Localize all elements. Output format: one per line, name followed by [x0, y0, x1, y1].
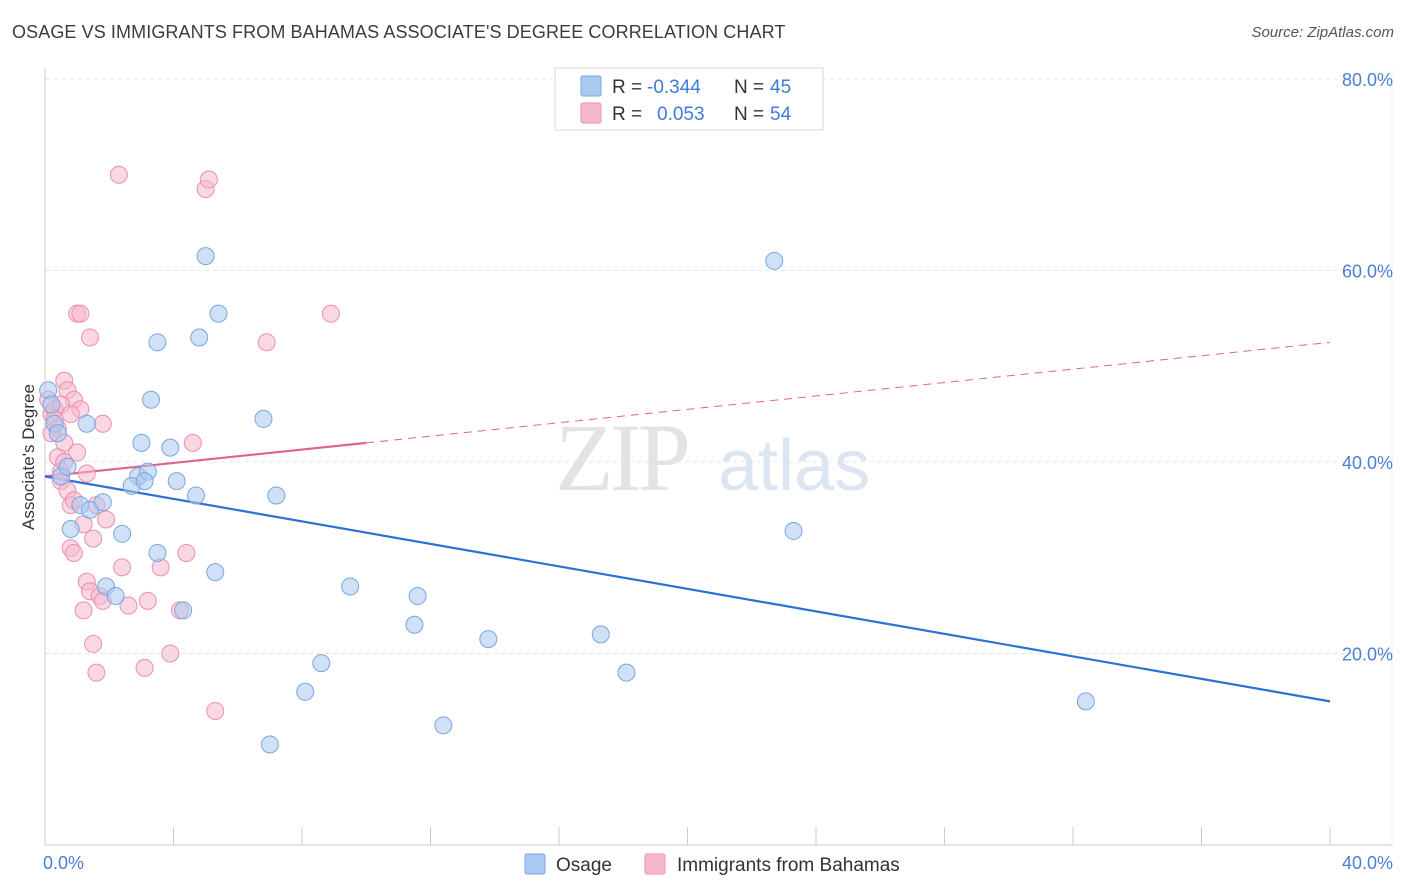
osage-point	[61, 520, 80, 539]
bahamas-point	[183, 433, 202, 452]
y-tick-labels: 20.0% 40.0% 60.0% 80.0%	[1342, 70, 1393, 665]
bahamas-point	[113, 558, 132, 577]
bahamas-point	[97, 510, 116, 529]
osage-point	[405, 615, 424, 634]
bahamas-point	[84, 529, 103, 548]
bahamas-point	[109, 165, 128, 184]
bahamas-point	[321, 304, 340, 323]
osage-point	[254, 409, 273, 428]
legend-r-value-bahamas: 0.053	[657, 104, 705, 125]
osage-point	[135, 472, 154, 491]
legend-n-label-osage: N =	[734, 77, 764, 98]
osage-point	[206, 563, 225, 582]
osage-point	[42, 395, 61, 414]
osage-point	[196, 247, 215, 266]
osage-point	[209, 304, 228, 323]
osage-point	[765, 251, 784, 270]
osage-point	[479, 630, 498, 649]
bahamas-point	[161, 644, 180, 663]
x-tick-label: 0.0%	[43, 853, 84, 873]
legend-swatch-bahamas	[580, 102, 602, 124]
osage-point	[312, 654, 331, 673]
osage-point	[113, 524, 132, 543]
y-tick-label: 80.0%	[1342, 70, 1393, 90]
legend-r-label-bahamas: R =	[612, 104, 642, 125]
osage-point	[186, 486, 205, 505]
osage-point	[784, 521, 803, 540]
osage-points	[39, 247, 1095, 754]
bottom-legend-swatch-osage	[524, 853, 546, 875]
legend-box: R = -0.344 N = 45 R = 0.053 N = 54	[554, 67, 824, 131]
bahamas-point	[80, 328, 99, 347]
osage-point	[106, 587, 125, 606]
bahamas-trend-line-solid	[44, 441, 367, 478]
osage-point	[93, 493, 112, 512]
legend-swatch-osage	[580, 75, 602, 97]
osage-point	[408, 587, 427, 606]
bahamas-point	[138, 591, 157, 610]
x-tick-label: 40.0%	[1342, 853, 1393, 873]
osage-trend-line-solid	[44, 475, 1331, 703]
bottom-legend: Osage Immigrants from Bahamas	[524, 853, 900, 876]
bahamas-point	[206, 701, 225, 720]
bahamas-trend-line-dashed	[366, 341, 1331, 444]
legend-r-label-osage: R =	[612, 77, 642, 98]
legend-n-value-bahamas: 54	[770, 104, 792, 125]
legend-n-label-bahamas: N =	[734, 104, 764, 125]
osage-point	[167, 472, 186, 491]
osage-point	[1076, 692, 1095, 711]
osage-point	[132, 433, 151, 452]
osage-point	[148, 333, 167, 352]
svg-text:atlas: atlas	[718, 426, 870, 506]
bahamas-point	[84, 634, 103, 653]
osage-point	[617, 663, 636, 682]
svg-text:ZIP: ZIP	[555, 404, 688, 511]
y-tick-label: 40.0%	[1342, 453, 1393, 473]
osage-point	[77, 414, 96, 433]
chart-title: OSAGE VS IMMIGRANTS FROM BAHAMAS ASSOCIA…	[12, 22, 786, 42]
osage-point	[174, 601, 193, 620]
bahamas-point	[77, 464, 96, 483]
bahamas-point	[71, 304, 90, 323]
bahamas-point	[199, 170, 218, 189]
source-credit: Source: ZipAtlas.com	[1251, 24, 1394, 41]
bahamas-points	[39, 165, 340, 720]
bahamas-point	[74, 601, 93, 620]
y-tick-label: 20.0%	[1342, 645, 1393, 665]
osage-point	[190, 328, 209, 347]
legend-r-value-osage: -0.344	[647, 77, 701, 98]
osage-point	[148, 543, 167, 562]
x-tick-labels: 0.0% 40.0%	[43, 853, 1393, 873]
axes	[44, 68, 1393, 846]
bahamas-point	[87, 663, 106, 682]
osage-point	[591, 625, 610, 644]
osage-point	[161, 438, 180, 457]
y-axis-label: Associate's Degree	[19, 384, 38, 530]
bottom-legend-label-osage: Osage	[556, 855, 612, 876]
bahamas-point	[177, 543, 196, 562]
osage-point	[341, 577, 360, 596]
gridlines	[45, 78, 1392, 654]
osage-point	[267, 486, 286, 505]
bahamas-point	[93, 414, 112, 433]
trend-lines	[44, 341, 1331, 703]
bahamas-point	[61, 405, 80, 424]
osage-point	[260, 735, 279, 754]
bahamas-point	[68, 443, 87, 462]
osage-point	[434, 716, 453, 735]
bahamas-point	[64, 543, 83, 562]
bahamas-point	[257, 333, 276, 352]
osage-point	[58, 457, 77, 476]
bottom-legend-label-bahamas: Immigrants from Bahamas	[677, 855, 900, 876]
osage-point	[296, 682, 315, 701]
legend-n-value-osage: 45	[770, 77, 791, 98]
y-tick-label: 60.0%	[1342, 262, 1393, 282]
bahamas-point	[119, 596, 138, 615]
bahamas-point	[135, 658, 154, 677]
osage-point	[48, 424, 67, 443]
watermark: ZIP atlas	[555, 404, 870, 511]
bottom-legend-swatch-bahamas	[644, 853, 666, 875]
osage-point	[142, 390, 161, 409]
